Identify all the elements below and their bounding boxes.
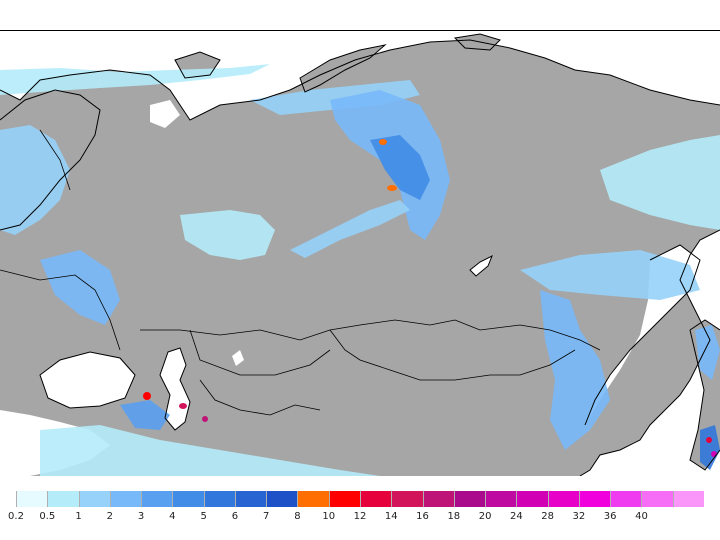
colorbar-label: 32 — [572, 511, 586, 522]
colorbar-label: 20 — [478, 511, 492, 522]
colorbar-swatch — [391, 491, 423, 507]
colorbar-label: 6 — [231, 511, 239, 522]
colorbar-label: 40 — [635, 511, 648, 522]
heavy-cell — [179, 403, 187, 409]
colorbar-swatch — [453, 491, 486, 507]
precip-far-east — [540, 290, 610, 450]
colorbar-swatch — [641, 491, 673, 507]
coastline-japan — [689, 319, 720, 471]
colorbar-swatch — [172, 491, 204, 507]
colorbar-label: 16 — [416, 511, 429, 522]
coastline-baikal — [469, 254, 493, 277]
precipitation-map — [0, 30, 720, 476]
precip-central-asia — [40, 425, 380, 476]
colorbar-swatch — [610, 491, 642, 507]
coastline-caspian — [159, 347, 191, 431]
precip-japan — [695, 325, 720, 380]
colorbar-label: 0.5 — [39, 511, 56, 522]
border-kazakhstan — [189, 329, 331, 376]
colorbar-swatch — [578, 491, 611, 507]
precip-east-siberia-band — [520, 250, 700, 300]
colorbar-label: 7 — [262, 511, 270, 522]
precip-japan-south — [700, 425, 720, 470]
precip-arctic-east — [600, 135, 720, 230]
landmass-novaya-zemlya — [300, 45, 385, 92]
water-aral-sea — [232, 350, 244, 366]
colorbar-label: 28 — [541, 511, 554, 522]
precipitation-colorbar — [16, 491, 704, 507]
precipitation-overlay — [0, 64, 720, 476]
heavy-cell — [387, 185, 397, 191]
colorbar-label: 0.2 — [8, 511, 24, 522]
colorbar-swatch — [109, 491, 142, 507]
colorbar-swatch — [203, 491, 235, 507]
colorbar-label: 12 — [353, 511, 367, 522]
colorbar-swatch — [141, 491, 173, 507]
precip-heavy-cells — [143, 139, 717, 457]
heavy-cell — [711, 451, 717, 457]
heavy-cell — [379, 139, 387, 145]
colorbar-swatch — [360, 491, 392, 507]
colorbar-label: 2 — [106, 511, 113, 522]
border-central-asia — [199, 379, 321, 416]
colorbar-swatch — [266, 491, 298, 507]
coastline-severnaya-zemlya — [453, 33, 501, 51]
colorbar-swatch — [234, 491, 267, 507]
border-europe — [0, 269, 121, 351]
colorbar-swatch — [297, 491, 329, 507]
colorbar-label: 24 — [509, 511, 523, 522]
colorbar-swatch — [78, 491, 110, 507]
colorbar-swatch — [328, 491, 360, 507]
colorbar-swatch — [16, 491, 48, 507]
colorbar-swatch — [485, 491, 517, 507]
precip-ural-band — [290, 200, 410, 258]
coastline-pacific — [579, 229, 720, 476]
border-mongolia-china — [329, 329, 576, 381]
coastline-japan-sea — [584, 244, 701, 426]
coastline-scandinavia — [0, 89, 101, 231]
precip-eastern-europe — [40, 250, 120, 325]
colorbar-label: 3 — [137, 511, 145, 522]
coastline-novaya-zemlya — [299, 44, 387, 93]
water-black-sea — [40, 352, 135, 408]
coastlines — [0, 33, 720, 476]
precip-west-siberia-core — [370, 135, 430, 200]
precip-caucasus — [120, 400, 170, 430]
colorbar-swatch — [47, 491, 79, 507]
water-caspian-sea — [160, 348, 190, 430]
colorbar-label: 1 — [75, 511, 82, 522]
heavy-cell — [202, 416, 208, 422]
precip-scandinavia — [0, 125, 70, 235]
colorbar-label: 18 — [447, 511, 461, 522]
colorbar-label: 10 — [322, 511, 336, 522]
colorbar-label: 36 — [603, 511, 617, 522]
coastline-black-sea — [39, 351, 136, 409]
country-borders — [0, 129, 601, 416]
precip-russia-central — [180, 210, 275, 260]
colorbar-label: 14 — [384, 511, 398, 522]
colorbar-swatch — [547, 491, 579, 507]
colorbar-label: 4 — [169, 511, 176, 522]
border-scandinavia — [39, 129, 71, 191]
heavy-cell — [706, 437, 712, 443]
border-russia-south — [140, 319, 601, 351]
water-white-sea — [150, 100, 180, 128]
colorbar-label: 5 — [200, 511, 207, 522]
colorbar-label: 8 — [294, 511, 301, 522]
water-lake-baikal — [470, 256, 492, 276]
precip-barents — [250, 80, 420, 115]
coastline-svalbard — [174, 51, 221, 79]
colorbar-swatch — [672, 491, 704, 507]
precip-arctic-band — [0, 64, 270, 95]
colorbar-swatch — [422, 491, 454, 507]
colorbar-swatch — [516, 491, 548, 507]
coastline-arctic — [0, 39, 720, 121]
heavy-cell — [143, 392, 151, 400]
